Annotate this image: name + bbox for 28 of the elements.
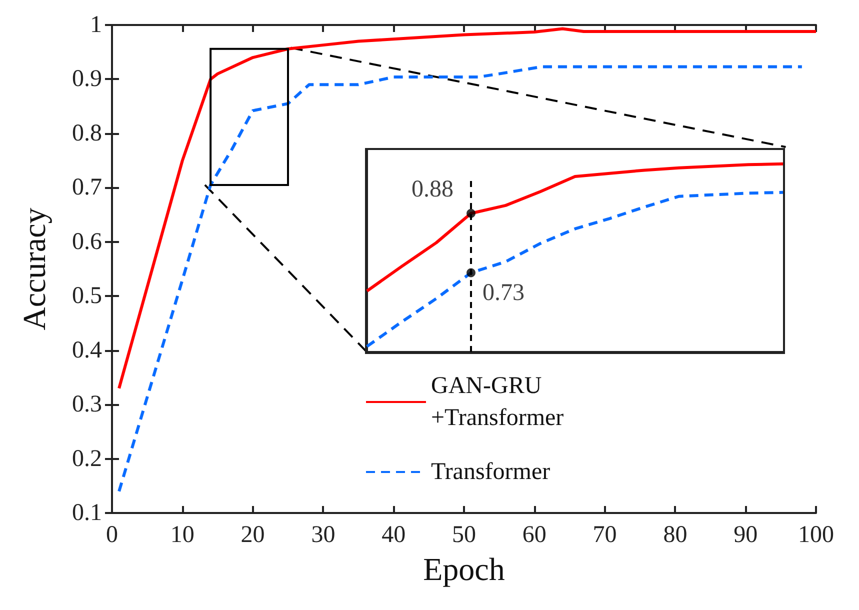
y-tick-label: 0.1: [72, 500, 102, 526]
x-tick-label: 40: [382, 522, 406, 548]
y-tick-label: 0.5: [72, 283, 102, 310]
y-tick-label: 0.4: [72, 337, 102, 364]
x-axis-title: Epoch: [423, 551, 505, 587]
x-tick-label: 90: [734, 522, 758, 548]
y-tick-label: 0.7: [72, 174, 102, 201]
x-tick-label: 100: [798, 522, 834, 548]
data-label: 0.88: [412, 176, 454, 202]
x-tick-label: 80: [663, 522, 688, 548]
legend-label: GAN-GRU +Transformer: [431, 373, 564, 431]
x-tick-label: 30: [311, 522, 336, 548]
data-label: 0.73: [482, 280, 524, 306]
y-tick-label: 0.2: [72, 446, 102, 472]
y-tick-label: 1: [90, 12, 102, 38]
line-series: [118, 65, 804, 493]
legend-label: Transformer: [431, 459, 550, 485]
x-tick-label: 10: [170, 522, 194, 548]
y-tick-label: 0.8: [72, 120, 102, 146]
x-tick-label: 20: [240, 522, 265, 548]
x-tick-label: 60: [522, 522, 546, 548]
x-tick-label: 0: [106, 522, 118, 548]
y-tick-label: 0.6: [72, 228, 102, 255]
y-tick-label: 0.3: [72, 392, 102, 418]
y-axis-title: Accuracy: [16, 208, 52, 330]
x-tick-label: 70: [592, 522, 617, 548]
y-tick-label: 0.9: [72, 66, 102, 92]
x-tick-label: 50: [452, 522, 476, 548]
